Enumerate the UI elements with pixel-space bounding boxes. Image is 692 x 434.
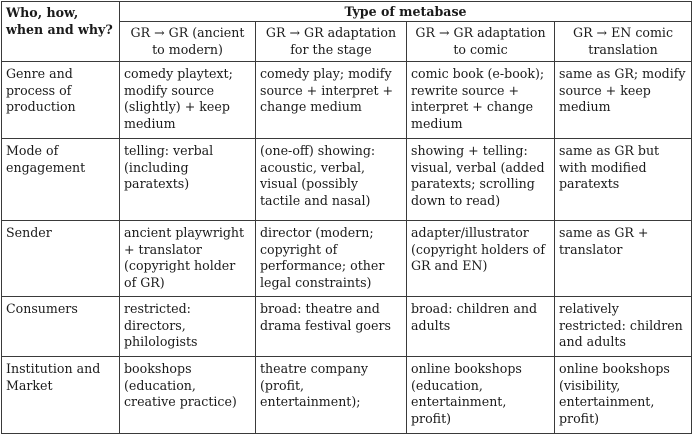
column-header-4: GR → EN comic translation: [553, 21, 692, 62]
table-cell: online bookshops (education, entertainme…: [406, 356, 555, 434]
corner-header: Who, how, when and why?: [1, 1, 120, 62]
group-header: Type of metabase: [118, 1, 692, 22]
table-cell: same as GR; modify source + keep medium: [553, 61, 692, 139]
table-cell: same as GR but with modified paratexts: [553, 138, 692, 221]
header-row-top: Who, how, when and why? Type of metabase: [1, 1, 692, 62]
table-row-mode: Mode of engagement telling: verbal (incl…: [1, 138, 692, 221]
table-row-consumers: Consumers restricted: directors, philolo…: [1, 296, 692, 357]
column-header-1: GR → GR (ancient to modern): [119, 21, 256, 62]
table-cell: adapter/illustrator (copyright holders o…: [406, 220, 555, 297]
table-cell: comic book (e-book); rewrite source + in…: [406, 61, 555, 139]
table-cell: director (modern; copyright of performan…: [255, 220, 407, 297]
row-label-genre: Genre and process of production: [1, 61, 120, 139]
table-cell: telling: verbal (including paratexts): [119, 138, 256, 221]
table-row-sender: Sender ancient playwright + translator (…: [1, 220, 692, 297]
table-cell: theatre company (profit, entertainment);: [255, 356, 407, 434]
header-row-columns: GR → GR (ancient to modern) GR → GR adap…: [2, 21, 692, 62]
row-label-consumers: Consumers: [1, 296, 120, 357]
table-cell: ancient playwright + translator (copyrig…: [119, 220, 256, 297]
table-cell: comedy play; modify source + interpret +…: [255, 61, 407, 139]
table-cell: bookshops (education, creative practice): [119, 356, 256, 434]
table-cell: restricted: directors, philologists: [119, 296, 256, 357]
row-label-mode: Mode of engagement: [1, 138, 120, 221]
column-header-3: GR → GR adaptation to comic: [406, 21, 555, 62]
table-cell: online bookshops (visibility, entertainm…: [553, 356, 692, 434]
column-header-2: GR → GR adaptation for the stage: [255, 21, 407, 62]
table-cell: comedy playtext; modify source (slightly…: [119, 61, 256, 139]
row-label-institution: Institution and Market: [1, 356, 120, 434]
table-row-institution: Institution and Market bookshops (educat…: [1, 356, 692, 434]
table-cell: (one-off) showing: acoustic, verbal, vis…: [255, 138, 407, 221]
table-cell: broad: children and adults: [406, 296, 555, 357]
table-cell: relatively restricted: children and adul…: [553, 296, 692, 357]
table-row-genre: Genre and process of production comedy p…: [1, 61, 692, 139]
table-cell: same as GR + translator: [553, 220, 692, 297]
table-cell: broad: theatre and drama festival goers: [255, 296, 407, 357]
table-cell: showing + telling: visual, verbal (added…: [406, 138, 555, 221]
row-label-sender: Sender: [1, 220, 120, 297]
